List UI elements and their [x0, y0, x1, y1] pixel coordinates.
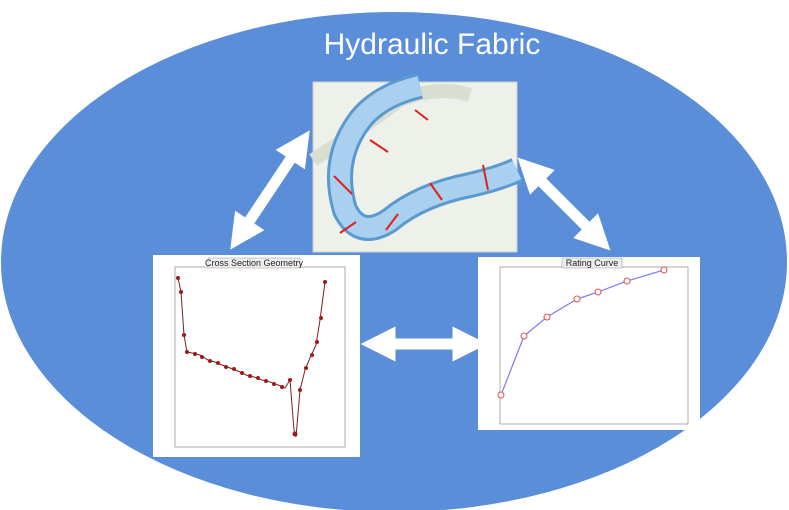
panel-title: Cross Section Geometry [205, 258, 304, 268]
page: {"title": "Hydraulic Fabric", "panels": … [0, 0, 789, 510]
panel-title: Rating Curve [566, 258, 619, 268]
diagram: Hydraulic Fabric Cross Section Geometry [0, 0, 789, 510]
rating-curve-panel: Rating Curve [478, 257, 700, 430]
cross-section-panel: Cross Section Geometry [153, 255, 360, 457]
title: Hydraulic Fabric [324, 28, 541, 61]
map-image [313, 82, 517, 252]
